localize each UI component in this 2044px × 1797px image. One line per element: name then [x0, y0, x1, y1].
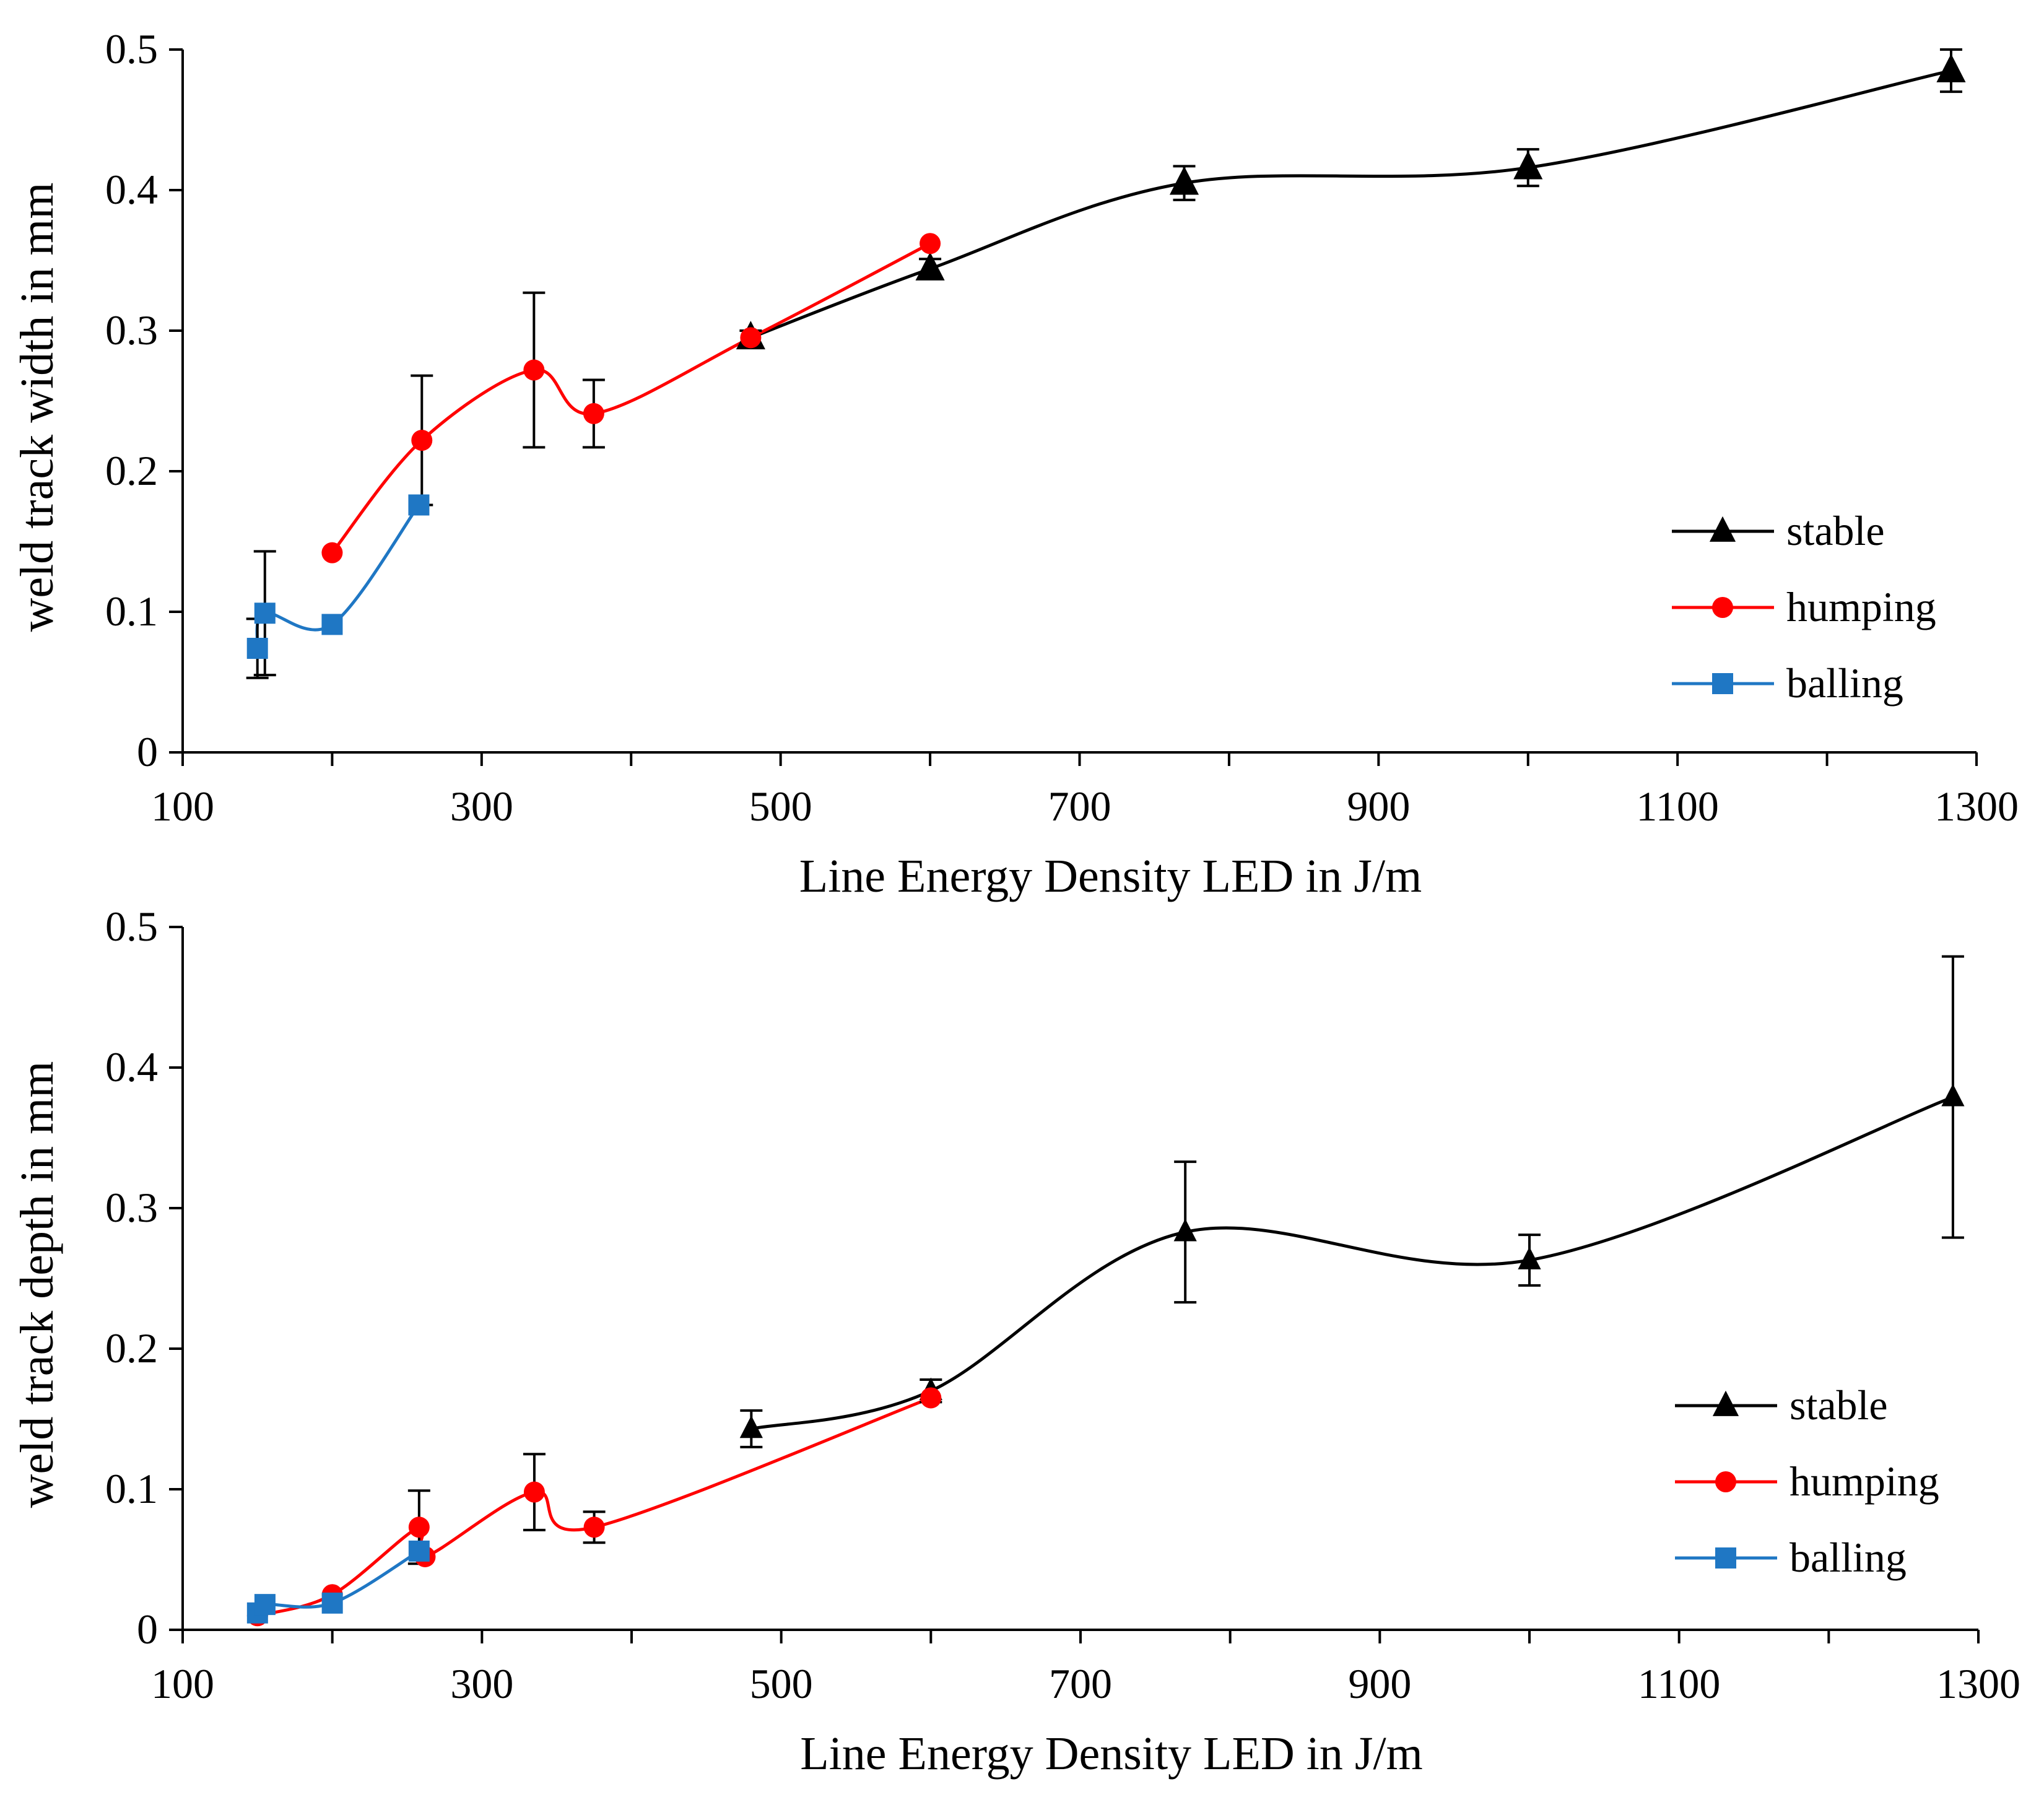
x-tick-label: 500 — [750, 1660, 813, 1707]
legend-label-humping: humping — [1786, 583, 1936, 630]
data-point-stable — [1173, 1219, 1197, 1242]
data-point-humping — [523, 1481, 545, 1503]
data-point-balling — [254, 1594, 276, 1616]
x-tick-label: 1300 — [1936, 1660, 2020, 1707]
data-point-stable — [1513, 150, 1543, 180]
x-tick-label: 700 — [1048, 783, 1111, 830]
data-point-humping — [523, 359, 545, 381]
y-axis-title: weld track depth in mm — [11, 1061, 63, 1508]
data-point-balling — [254, 603, 276, 624]
x-tick-label: 1300 — [1934, 783, 2019, 830]
data-point-humping — [321, 542, 343, 563]
y-tick-label: 0.5 — [105, 25, 158, 72]
legend-label-humping: humping — [1790, 1458, 1939, 1505]
legend-marker-balling — [1712, 673, 1733, 694]
data-point-humping — [920, 1387, 942, 1409]
data-point-stable — [1941, 1084, 1965, 1107]
chart-panel-1: 100 300 500 700 900 1100 1300 0 0.1 0.2 0.3 0.4 0.5 L… — [11, 25, 2019, 902]
legend-label-stable: stable — [1786, 507, 1885, 554]
legend-label-stable: stable — [1790, 1381, 1888, 1429]
y-tick-label: 0 — [137, 728, 158, 775]
data-point-balling — [408, 1540, 430, 1562]
data-point-humping — [583, 1516, 605, 1538]
legend-marker-stable — [1712, 1390, 1739, 1416]
data-point-humping — [411, 430, 433, 451]
x-tick-label: 900 — [1347, 783, 1410, 830]
y-tick-label: 0.3 — [105, 1184, 158, 1231]
data-point-stable — [1169, 166, 1199, 195]
data-point-balling — [321, 614, 343, 635]
legend-marker-humping — [1712, 597, 1733, 618]
x-tick-label: 1100 — [1636, 783, 1718, 830]
x-axis-title: Line Energy Density LED in J/m — [799, 850, 1422, 902]
y-tick-label: 0.5 — [105, 903, 158, 950]
x-tick-label: 500 — [749, 783, 812, 830]
y-tick-label: 0.4 — [105, 166, 158, 213]
y-tick-label: 0.4 — [105, 1043, 158, 1090]
data-point-stable — [915, 251, 945, 281]
y-tick-label: 0.3 — [105, 307, 158, 354]
y-tick-label: 0.2 — [105, 1325, 158, 1372]
y-tick-label: 0.1 — [105, 1465, 158, 1512]
legend-label-balling: balling — [1786, 659, 1903, 707]
y-tick-label: 0.1 — [105, 588, 158, 635]
x-tick-label: 100 — [151, 1660, 214, 1707]
x-tick-label: 700 — [1049, 1660, 1112, 1707]
series-line-stable — [750, 1095, 1954, 1430]
data-point-humping — [583, 402, 604, 424]
legend: stable humping balling — [1672, 507, 1936, 707]
series-line-humping — [331, 242, 931, 554]
y-tick-label: 0 — [137, 1606, 158, 1653]
legend: stable humping balling — [1675, 1381, 1939, 1581]
data-point-stable — [1518, 1247, 1541, 1269]
data-point-stable — [739, 1415, 763, 1438]
y-tick-label: 0.2 — [105, 447, 158, 494]
series-line-humping — [257, 1396, 932, 1617]
series-line-stable — [750, 69, 1952, 339]
data-point-humping — [920, 233, 941, 255]
x-tick-label: 300 — [450, 1660, 513, 1707]
x-tick-label: 300 — [450, 783, 513, 830]
data-point-humping — [408, 1516, 430, 1538]
legend-marker-stable — [1709, 516, 1736, 542]
legend-marker-humping — [1715, 1471, 1736, 1492]
data-point-balling — [246, 638, 268, 659]
chart-panel-2: 100 300 500 700 900 1100 1300 0 0.1 0.2 0.3 0.4 0.5 L… — [11, 903, 2020, 1780]
data-point-humping — [740, 327, 762, 349]
data-point-balling — [321, 1592, 343, 1614]
y-axis-title: weld track width in mm — [11, 182, 63, 632]
x-axis-title: Line Energy Density LED in J/m — [800, 1728, 1422, 1780]
data-point-balling — [408, 494, 430, 516]
legend-marker-balling — [1715, 1547, 1736, 1569]
x-tick-label: 1100 — [1638, 1660, 1720, 1707]
x-tick-label: 900 — [1348, 1660, 1411, 1707]
x-tick-label: 100 — [151, 783, 214, 830]
legend-label-balling: balling — [1790, 1534, 1907, 1581]
data-point-stable — [1936, 53, 1966, 82]
